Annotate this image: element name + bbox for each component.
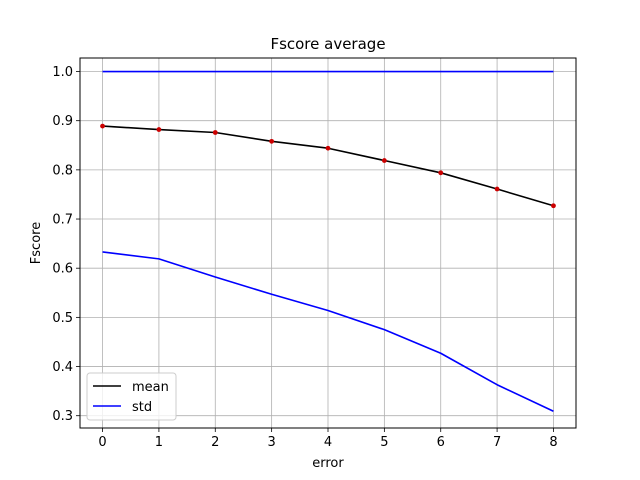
tick-layer: 0 1 2 3 4 5 6 7 8 0.3 0.4 0.5 0.6 0.7 0.8 0.9 1.0	[52, 65, 557, 450]
legend-box	[86, 372, 177, 421]
chart-title: Fscore average	[270, 35, 385, 53]
data-point-mean	[269, 138, 275, 144]
y-tick-label: 0.8	[52, 163, 73, 178]
data-point-mean	[438, 170, 444, 176]
data-point-mean	[551, 203, 556, 209]
x-tick-label: 0	[98, 435, 106, 450]
x-axis-label: error	[312, 456, 344, 471]
x-tick-label: 2	[211, 435, 219, 450]
grid-layer	[80, 58, 576, 428]
data-point-mean	[100, 123, 105, 129]
data-point-mean	[494, 186, 500, 192]
x-tick-label: 1	[155, 435, 163, 450]
x-tick-label: 6	[437, 435, 445, 450]
data-point-mean	[381, 158, 387, 163]
legend-label-mean: mean	[132, 380, 169, 395]
series-layer	[100, 70, 556, 413]
data-point-mean	[156, 127, 162, 132]
data-point-mean	[212, 130, 218, 135]
y-axis-label: Fscore	[29, 222, 44, 264]
x-tick-label: 5	[380, 435, 388, 450]
x-tick-label: 8	[549, 435, 557, 450]
y-tick-label: 0.5	[52, 311, 73, 326]
x-tick-label: 3	[267, 435, 275, 450]
legend: mean std	[86, 372, 177, 421]
y-tick-label: 0.7	[52, 213, 73, 228]
y-tick-label: 0.4	[52, 360, 73, 375]
legend-label-std: std	[132, 400, 152, 415]
y-tick-label: 0.3	[52, 409, 73, 424]
series-line-std	[102, 251, 554, 413]
data-point-mean	[325, 145, 331, 151]
x-tick-label: 4	[324, 435, 332, 450]
y-tick-label: 0.6	[52, 262, 73, 277]
x-tick-label: 7	[493, 435, 501, 450]
y-tick-label: 1.0	[52, 65, 73, 80]
y-tick-label: 0.9	[52, 114, 73, 129]
